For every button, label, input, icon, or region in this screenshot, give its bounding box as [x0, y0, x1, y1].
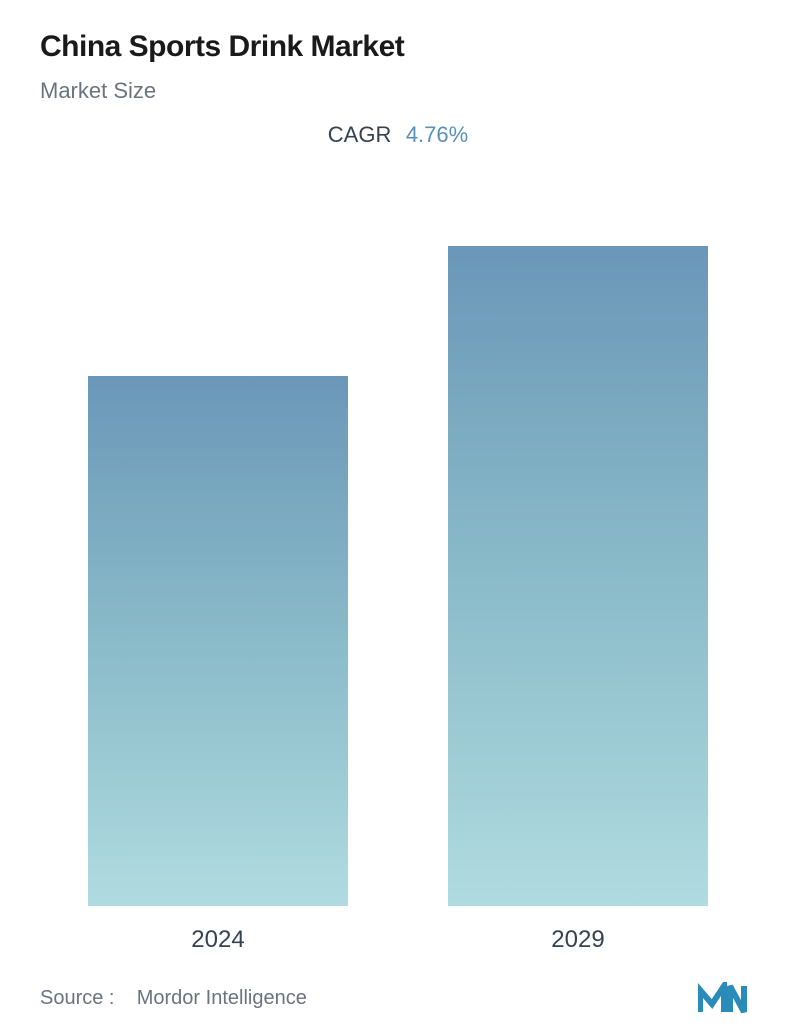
cagr-value: 4.76% [406, 122, 468, 147]
source-label: Source : [40, 987, 114, 1009]
cagr-row: CAGR 4.76% [40, 122, 756, 148]
cagr-label: CAGR [328, 122, 392, 147]
bar-label-0: 2024 [191, 926, 244, 954]
chart-footer: Source : Mordor Intelligence [40, 954, 756, 1014]
bar-group-1: 2029 [448, 246, 708, 954]
source-name: Mordor Intelligence [137, 987, 307, 1009]
bar-1 [448, 246, 708, 906]
chart-container: China Sports Drink Market Market Size CA… [0, 0, 796, 1034]
source-text: Source : Mordor Intelligence [40, 987, 307, 1010]
bar-0 [88, 376, 348, 906]
brand-logo-icon [698, 982, 756, 1014]
bar-chart: 2024 2029 [40, 158, 756, 954]
chart-title: China Sports Drink Market [40, 30, 756, 64]
chart-subtitle: Market Size [40, 78, 756, 104]
bar-group-0: 2024 [88, 376, 348, 954]
bar-label-1: 2029 [551, 926, 604, 954]
